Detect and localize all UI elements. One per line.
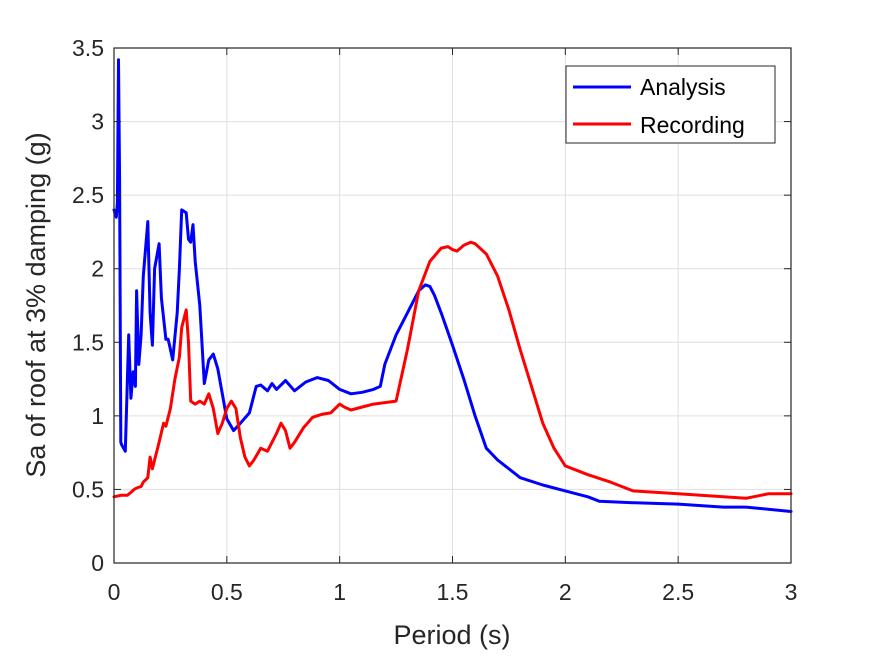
tick-labels: 0 0.5 1 1.5 2 2.5 3 0 0.5 1 1.5 2 2.5 3 3.5 bbox=[72, 35, 797, 605]
series-line-recording bbox=[112, 240, 793, 500]
x-axis-label: Period (s) bbox=[393, 620, 510, 650]
legend-label-analysis: Analysis bbox=[640, 74, 726, 100]
legend-label-recording: Recording bbox=[640, 112, 745, 138]
y-tick-label: 3.5 bbox=[72, 35, 104, 61]
x-tick-label: 1.5 bbox=[437, 579, 469, 605]
x-tick-label: 3 bbox=[785, 579, 798, 605]
y-tick-label: 3 bbox=[91, 109, 104, 135]
legend: Analysis Recording bbox=[565, 65, 776, 144]
y-tick-label: 2 bbox=[91, 256, 104, 282]
x-tick-label: 1 bbox=[333, 579, 346, 605]
y-tick-label: 1.5 bbox=[72, 329, 104, 355]
x-tick-label: 0.5 bbox=[211, 579, 243, 605]
x-tick-label: 2 bbox=[559, 579, 572, 605]
legend-box bbox=[565, 65, 776, 144]
x-tick-label: 0 bbox=[108, 579, 121, 605]
x-tick-label: 2.5 bbox=[662, 579, 694, 605]
y-tick-label: 2.5 bbox=[72, 182, 104, 208]
y-tick-label: 1 bbox=[91, 403, 104, 429]
y-tick-label: 0 bbox=[91, 550, 104, 576]
ticks bbox=[113, 47, 792, 564]
y-axis-label: Sa of roof at 3% damping (g) bbox=[21, 132, 51, 477]
series-line-analysis bbox=[112, 58, 793, 513]
series-group bbox=[112, 58, 793, 513]
y-tick-label: 0.5 bbox=[72, 476, 104, 502]
